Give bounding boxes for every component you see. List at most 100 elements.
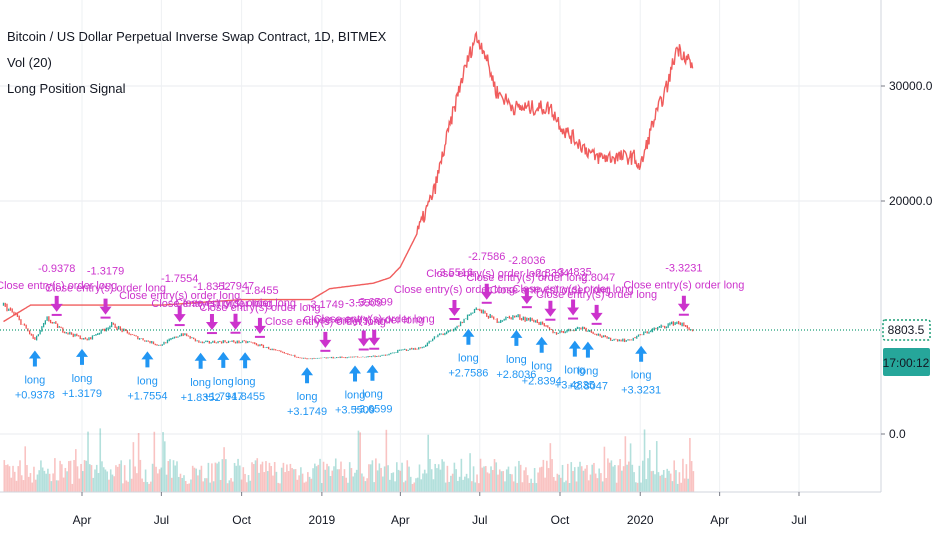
exit-arrow-13[interactable] xyxy=(567,299,580,316)
volume-bar-366 xyxy=(641,460,644,492)
volume-bar-204 xyxy=(359,432,361,492)
entry-arrow-1[interactable] xyxy=(75,348,88,365)
volume-bar-29 xyxy=(54,458,56,492)
volume-bar-292 xyxy=(512,481,515,492)
entry-arrow-4[interactable] xyxy=(217,351,230,368)
exit-arrow-8[interactable] xyxy=(368,329,381,346)
volume-bar-88 xyxy=(157,473,159,492)
volume-bar-384 xyxy=(673,460,675,492)
exit-arrow-11[interactable] xyxy=(520,288,533,305)
volume-bar-226 xyxy=(397,469,400,492)
volume-bar-247 xyxy=(434,463,436,492)
entry-arrow-0[interactable] xyxy=(28,350,41,367)
volume-bar-338 xyxy=(593,462,595,492)
exit-arrow-10[interactable] xyxy=(480,283,493,300)
volume-bar-34 xyxy=(62,477,65,492)
entry-arrow-3[interactable] xyxy=(194,352,207,369)
exit-arrow-2[interactable] xyxy=(173,306,186,323)
volume-bar-116 xyxy=(205,478,208,492)
exit-arrow-9[interactable] xyxy=(448,299,461,316)
exit-arrow-14[interactable] xyxy=(590,304,603,321)
volume-bar-35 xyxy=(64,467,67,492)
volume-bar-160 xyxy=(282,462,285,492)
volume-bar-241 xyxy=(423,469,426,492)
exit-arrow-6[interactable] xyxy=(319,331,332,348)
volume-bar-374 xyxy=(655,441,658,492)
volume-bar-315 xyxy=(553,477,555,492)
volume-bar-96 xyxy=(170,477,173,492)
entry-value-4: +1.7947 xyxy=(203,391,243,403)
volume-bar-14 xyxy=(27,476,30,492)
volume-bar-257 xyxy=(451,473,454,492)
volume-bar-78 xyxy=(139,459,142,492)
exit-arrow-0[interactable] xyxy=(50,295,63,312)
volume-bar-38 xyxy=(69,460,72,492)
exit-arrow-15[interactable] xyxy=(677,295,690,312)
price-axis-panel[interactable] xyxy=(881,0,932,550)
symbol-title[interactable]: Bitcoin / US Dollar Perpetual Inverse Sw… xyxy=(7,29,387,44)
volume-bar-127 xyxy=(225,459,227,492)
volume-bar-213 xyxy=(375,458,377,492)
volume-bar-206 xyxy=(362,476,365,492)
exit-arrow-5[interactable] xyxy=(253,317,266,334)
volume-bar-60 xyxy=(108,479,110,492)
volume-bar-246 xyxy=(432,479,435,492)
time-axis-panel[interactable] xyxy=(0,492,932,550)
volume-bar-197 xyxy=(347,482,349,492)
exit-arrow-3[interactable] xyxy=(205,314,218,331)
volume-bar-50 xyxy=(90,465,93,492)
entry-arrow-6[interactable] xyxy=(301,367,314,384)
volume-bar-265 xyxy=(465,473,468,492)
volume-bar-12 xyxy=(24,446,27,492)
entry-arrow-2[interactable] xyxy=(141,351,154,368)
volume-bar-156 xyxy=(275,471,278,492)
volume-bar-191 xyxy=(336,469,339,492)
volume-bar-253 xyxy=(444,482,447,492)
entry-arrow-13[interactable] xyxy=(581,341,594,358)
volume-bar-180 xyxy=(317,464,320,492)
volume-bar-244 xyxy=(429,459,431,492)
volume-bar-225 xyxy=(396,462,398,492)
entry-arrow-9[interactable] xyxy=(462,328,475,345)
volume-bar-19 xyxy=(36,474,39,492)
entry-arrow-5[interactable] xyxy=(239,352,252,369)
entry-arrow-12[interactable] xyxy=(568,340,581,357)
volume-bar-254 xyxy=(446,465,449,492)
entry-value-0: +0.9378 xyxy=(15,389,55,401)
exit-arrow-4[interactable] xyxy=(229,313,242,330)
volume-bar-258 xyxy=(453,462,456,492)
volume-bar-135 xyxy=(239,465,241,492)
entry-arrow-7[interactable] xyxy=(349,365,362,382)
volume-bar-262 xyxy=(460,458,463,492)
entry-value-5: +1.8455 xyxy=(225,391,265,403)
entry-arrow-8[interactable] xyxy=(366,364,379,381)
exit-arrow-1[interactable] xyxy=(99,298,112,315)
exit-value-11: -2.8036 xyxy=(508,255,545,267)
strategy-label[interactable]: Long Position Signal xyxy=(7,81,126,96)
volume-bar-248 xyxy=(436,468,438,492)
exit-label-8: Close entry(s) order long xyxy=(314,314,435,326)
exit-arrow-7[interactable] xyxy=(357,330,370,347)
exit-value-8: -3.6599 xyxy=(356,297,393,309)
volume-bar-324 xyxy=(568,482,571,492)
volume-bar-271 xyxy=(476,474,478,492)
volume-bar-159 xyxy=(280,467,283,492)
volume-bar-368 xyxy=(645,479,648,492)
exit-arrow-12[interactable] xyxy=(544,300,557,317)
volume-bar-3 xyxy=(8,466,11,492)
entry-arrow-10[interactable] xyxy=(510,329,523,346)
volume-indicator-label[interactable]: Vol (20) xyxy=(7,55,52,70)
volume-bar-101 xyxy=(179,473,182,492)
x-tick-label-5: Jul xyxy=(472,513,487,527)
exit-label-2: Close entry(s) order long xyxy=(119,290,240,302)
volume-bar-388 xyxy=(680,482,682,492)
volume-bar-167 xyxy=(294,469,297,492)
entry-arrow-11[interactable] xyxy=(535,336,548,353)
volume-bar-389 xyxy=(682,458,684,492)
exit-label-1: Close entry(s) order long xyxy=(45,283,166,295)
volume-bar-249 xyxy=(437,464,440,492)
volume-bar-137 xyxy=(242,467,245,492)
entry-arrow-14[interactable] xyxy=(635,345,648,362)
volume-bar-153 xyxy=(270,466,273,492)
